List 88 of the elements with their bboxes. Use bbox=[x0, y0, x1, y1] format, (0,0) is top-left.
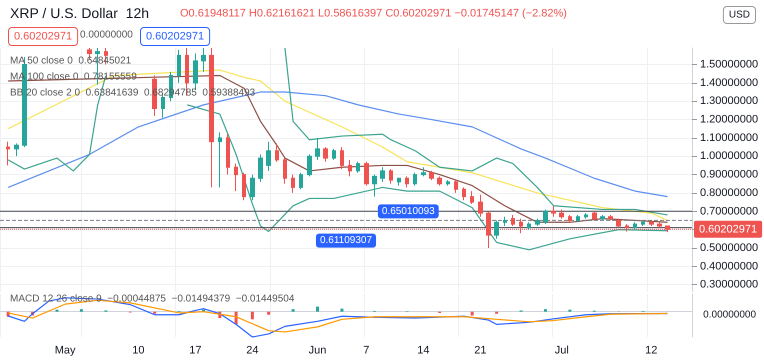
candlestick bbox=[275, 142, 279, 162]
candlestick bbox=[380, 166, 385, 182]
candlestick bbox=[364, 161, 369, 186]
y-tick-label: 0.80000000 bbox=[700, 186, 758, 199]
candlestick bbox=[568, 214, 572, 223]
candlestick bbox=[177, 49, 181, 84]
x-tick-label: May bbox=[54, 344, 76, 356]
y-tick-label: 0.50000000 bbox=[700, 242, 758, 254]
candlestick bbox=[592, 210, 597, 221]
candlestick bbox=[307, 154, 312, 177]
y-tick-label: 1.30000000 bbox=[700, 95, 758, 108]
candlestick bbox=[576, 214, 580, 223]
candlestick bbox=[462, 186, 466, 201]
candlestick bbox=[543, 208, 548, 225]
candlestick bbox=[315, 137, 320, 160]
x-tick-label: 12 bbox=[645, 344, 658, 356]
candlestick bbox=[437, 176, 442, 186]
candlestick bbox=[405, 176, 409, 188]
candlestick bbox=[608, 214, 613, 221]
candlestick bbox=[14, 142, 19, 157]
candlestick bbox=[454, 180, 458, 194]
candlestick bbox=[511, 214, 515, 226]
candlestick bbox=[641, 220, 645, 226]
text: 0.00000000 bbox=[80, 30, 134, 40]
line-series bbox=[284, 47, 668, 216]
text: 0.60202971 bbox=[14, 30, 72, 42]
candlestick bbox=[633, 222, 637, 230]
candlestick bbox=[413, 172, 417, 186]
x-tick-label: 14 bbox=[417, 344, 430, 356]
candlestick bbox=[657, 222, 662, 228]
x-tick-label: 10 bbox=[132, 344, 145, 356]
x-tick-label: 21 bbox=[474, 344, 486, 356]
x-tick-label: Jul bbox=[554, 344, 569, 356]
x-tick-label: 7 bbox=[363, 344, 370, 356]
ref-line-label: 0.61109307 bbox=[320, 235, 372, 246]
candlestick bbox=[266, 141, 271, 172]
candlestick bbox=[535, 218, 540, 226]
x-tick-label: 24 bbox=[246, 344, 258, 356]
candlestick bbox=[340, 146, 344, 170]
y-tick-label: 0.90000000 bbox=[700, 168, 758, 181]
y-tick-label: 0.40000000 bbox=[700, 260, 758, 272]
candlestick bbox=[201, 48, 206, 72]
candlestick bbox=[356, 161, 360, 174]
candlestick bbox=[421, 166, 426, 177]
candlestick bbox=[332, 148, 336, 160]
candlestick bbox=[494, 220, 499, 240]
y-tick-label: 1.10000000 bbox=[700, 132, 758, 144]
x-tick-label: Jun bbox=[308, 344, 326, 356]
candlestick bbox=[226, 134, 230, 176]
candlestick bbox=[478, 194, 483, 218]
candlestick bbox=[649, 220, 654, 226]
candlestick bbox=[389, 168, 393, 184]
candlestick bbox=[470, 190, 474, 204]
candlestick bbox=[258, 154, 263, 182]
text: O0.61948117 H0.62161621 L0.58616397 C0.60202971 −0.01745147 (−2.82%) bbox=[180, 8, 567, 20]
ref-line-label: 0.65010093 bbox=[382, 206, 436, 217]
candlestick bbox=[584, 212, 588, 220]
y-tick-label: 1.20000000 bbox=[700, 114, 758, 126]
y-tick-label: 0.70000000 bbox=[700, 205, 758, 218]
text: USD bbox=[728, 10, 750, 20]
text: 0.60202971 bbox=[146, 30, 204, 42]
candlestick bbox=[323, 146, 328, 162]
candlestick bbox=[559, 208, 564, 220]
candlestick bbox=[218, 132, 222, 188]
candlestick bbox=[446, 180, 450, 186]
candlestick bbox=[291, 174, 295, 194]
candlestick bbox=[299, 172, 303, 190]
candlestick bbox=[242, 172, 246, 201]
candlestick bbox=[600, 214, 605, 221]
chart-title: XRP / U.S. Dollar 12h bbox=[10, 5, 150, 21]
ref-line-label: 0.60202971 bbox=[699, 223, 758, 236]
candlestick bbox=[551, 205, 556, 218]
candlestick bbox=[348, 159, 352, 177]
text: 0.00000000 bbox=[703, 310, 756, 320]
candlestick bbox=[234, 163, 238, 192]
x-tick-label: 17 bbox=[189, 344, 202, 356]
candlestick bbox=[6, 141, 10, 166]
candlestick bbox=[372, 174, 377, 198]
y-tick-label: 1.40000000 bbox=[700, 76, 758, 89]
candlestick bbox=[503, 216, 507, 226]
y-tick-label: 1.00000000 bbox=[700, 150, 758, 162]
candlestick bbox=[397, 178, 401, 186]
candlestick bbox=[527, 222, 531, 230]
candlestick bbox=[429, 170, 434, 181]
candlestick bbox=[283, 158, 287, 184]
y-tick-label: 0.30000000 bbox=[700, 278, 758, 291]
y-tick-label: 1.50000000 bbox=[700, 58, 758, 71]
candlestick bbox=[250, 174, 255, 201]
